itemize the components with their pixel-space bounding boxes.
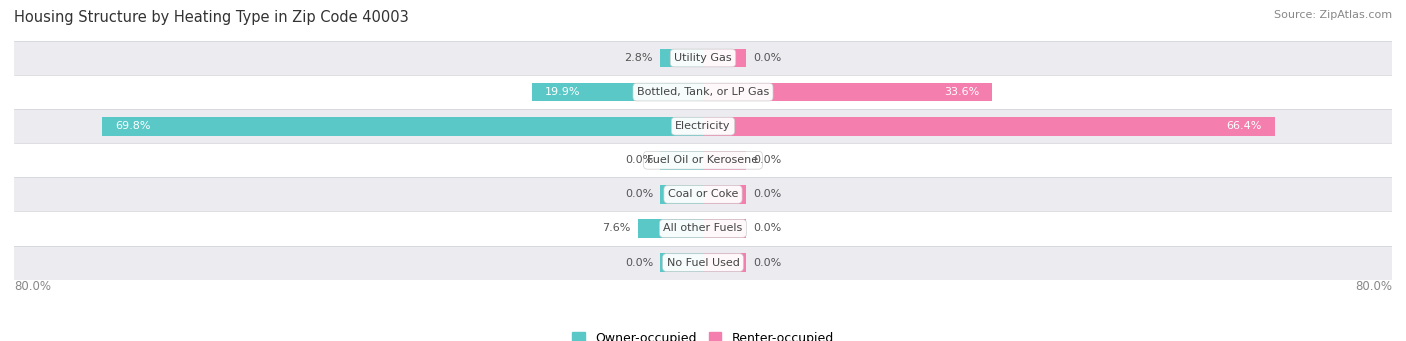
Text: 0.0%: 0.0%: [754, 257, 782, 268]
Text: Electricity: Electricity: [675, 121, 731, 131]
Text: 69.8%: 69.8%: [115, 121, 150, 131]
Text: 80.0%: 80.0%: [1355, 280, 1392, 293]
Bar: [703, 185, 747, 204]
Text: Utility Gas: Utility Gas: [675, 53, 731, 63]
Bar: [703, 49, 747, 68]
Text: Fuel Oil or Kerosene: Fuel Oil or Kerosene: [647, 155, 759, 165]
Bar: [659, 185, 703, 204]
Text: 0.0%: 0.0%: [624, 155, 652, 165]
Text: Bottled, Tank, or LP Gas: Bottled, Tank, or LP Gas: [637, 87, 769, 97]
Text: 19.9%: 19.9%: [544, 87, 581, 97]
Text: 80.0%: 80.0%: [14, 280, 51, 293]
Text: 0.0%: 0.0%: [754, 155, 782, 165]
Bar: [659, 49, 703, 68]
Bar: [101, 117, 703, 136]
Text: 0.0%: 0.0%: [754, 189, 782, 199]
Bar: [14, 41, 1392, 75]
Text: 66.4%: 66.4%: [1226, 121, 1263, 131]
Bar: [659, 253, 703, 272]
Bar: [703, 151, 747, 170]
Bar: [637, 219, 703, 238]
Text: 0.0%: 0.0%: [754, 53, 782, 63]
Bar: [14, 143, 1392, 177]
Bar: [531, 83, 703, 102]
Text: 33.6%: 33.6%: [945, 87, 980, 97]
Text: Housing Structure by Heating Type in Zip Code 40003: Housing Structure by Heating Type in Zip…: [14, 10, 409, 25]
Text: Source: ZipAtlas.com: Source: ZipAtlas.com: [1274, 10, 1392, 20]
Bar: [703, 83, 993, 102]
Text: No Fuel Used: No Fuel Used: [666, 257, 740, 268]
Bar: [14, 75, 1392, 109]
Text: 0.0%: 0.0%: [754, 223, 782, 234]
Bar: [14, 177, 1392, 211]
Bar: [14, 109, 1392, 143]
Text: 0.0%: 0.0%: [624, 257, 652, 268]
Bar: [703, 253, 747, 272]
Bar: [703, 219, 747, 238]
Bar: [14, 246, 1392, 280]
Text: 7.6%: 7.6%: [602, 223, 631, 234]
Text: All other Fuels: All other Fuels: [664, 223, 742, 234]
Text: Coal or Coke: Coal or Coke: [668, 189, 738, 199]
Text: 0.0%: 0.0%: [624, 189, 652, 199]
Bar: [659, 151, 703, 170]
Bar: [14, 211, 1392, 246]
Text: 2.8%: 2.8%: [624, 53, 652, 63]
Bar: [703, 117, 1275, 136]
Legend: Owner-occupied, Renter-occupied: Owner-occupied, Renter-occupied: [568, 327, 838, 341]
